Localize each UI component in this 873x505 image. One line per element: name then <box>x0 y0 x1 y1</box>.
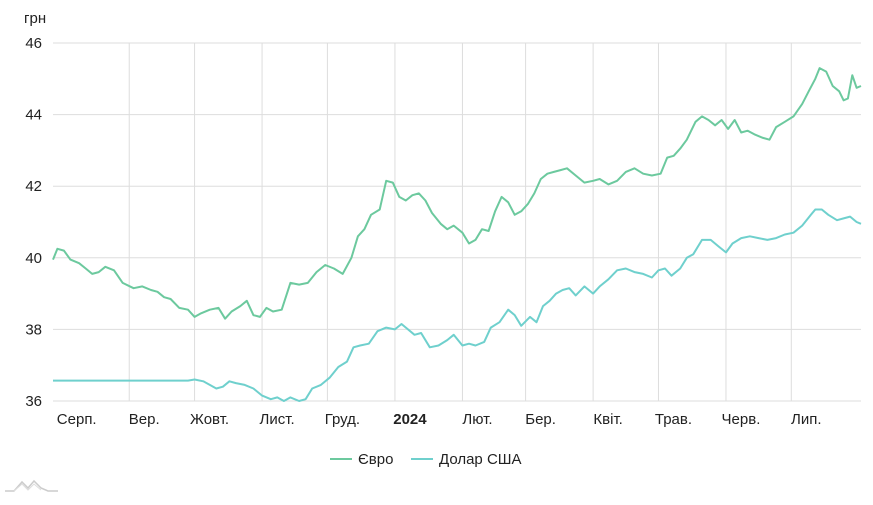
legend-item-euro[interactable]: Євро <box>330 451 393 468</box>
x-tick-label: Лип. <box>791 411 822 428</box>
x-tick-label: Груд. <box>325 411 360 428</box>
grid <box>53 42 861 402</box>
series-line-usd <box>53 208 862 402</box>
legend-item-usd[interactable]: Долар США <box>411 451 522 468</box>
y-axis-labels: 36 38 40 42 44 46 <box>25 35 42 410</box>
x-tick-label: Черв. <box>722 411 761 428</box>
legend-label: Долар США <box>439 451 522 468</box>
x-tick-label: Жовт. <box>190 411 229 428</box>
y-axis-unit: грн <box>24 10 46 27</box>
x-tick-label: Лист. <box>260 411 295 428</box>
y-tick-label: 40 <box>25 250 42 267</box>
x-tick-label: Квіт. <box>593 411 622 428</box>
x-tick-label: Лют. <box>462 411 492 428</box>
series-line-euro <box>52 67 862 320</box>
x-tick-label: Серп. <box>57 411 97 428</box>
x-tick-label: Трав. <box>655 411 692 428</box>
x-axis-labels: Серп. Вер. Жовт. Лист. Груд. 2024 Лют. Бер. Квіт… <box>57 411 822 428</box>
y-tick-label: 42 <box>25 178 42 195</box>
y-tick-label: 38 <box>25 321 42 338</box>
series-lines <box>52 67 862 402</box>
legend: Євро Долар США <box>330 451 522 468</box>
y-tick-label: 36 <box>25 393 42 410</box>
y-tick-label: 46 <box>25 35 42 52</box>
watermark-logo-icon <box>5 479 58 492</box>
y-tick-label: 44 <box>25 107 42 124</box>
x-tick-label: Вер. <box>129 411 160 428</box>
x-tick-label: 2024 <box>393 411 427 428</box>
legend-label: Євро <box>358 451 393 468</box>
x-tick-label: Бер. <box>525 411 556 428</box>
